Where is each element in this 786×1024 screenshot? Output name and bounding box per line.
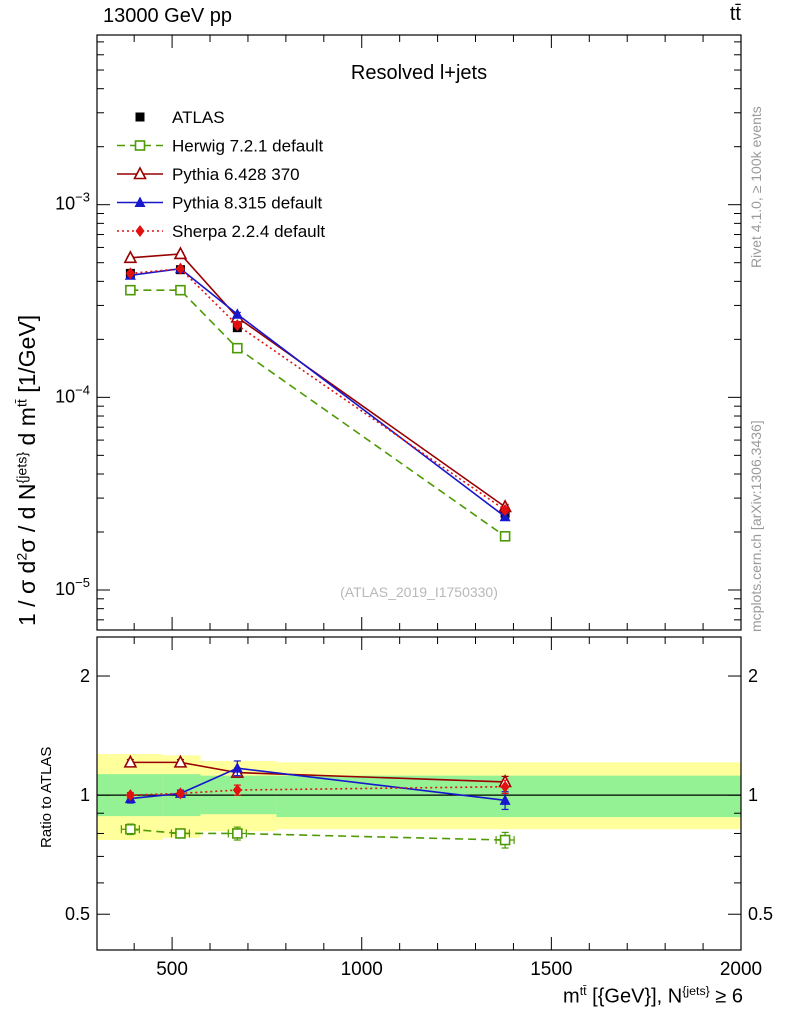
tick-label: 0.5 xyxy=(65,904,90,924)
tick-label: 2 xyxy=(80,666,90,686)
rivet-version-note: Rivet 4.1.0, ≥ 100k events xyxy=(748,106,764,268)
tick-label: 1 xyxy=(748,785,758,805)
legend-label-sherpa: Sherpa 2.2.4 default xyxy=(172,222,325,241)
mcplots-citation-note: mcplots.cern.ch [arXiv:1306.3436] xyxy=(748,420,764,632)
series-pythia8-main xyxy=(124,262,511,522)
y-axis-label-ratio: Ratio to ATLAS xyxy=(38,746,55,848)
legend-label-atlas: ATLAS xyxy=(172,108,225,127)
series-sherpa-ratio xyxy=(125,779,510,802)
legend-label-herwig: Herwig 7.2.1 default xyxy=(172,137,323,156)
series-herwig-ratio xyxy=(120,823,515,849)
tick-label: 1 xyxy=(80,785,90,805)
x-axis-label: mtt̄ [{GeV}], N{jets} ≥ 6 xyxy=(563,984,743,1009)
axis-ticks xyxy=(97,35,742,950)
series-atlas-main xyxy=(125,265,510,519)
legend-item-sherpa: Sherpa 2.2.4 default xyxy=(117,222,325,241)
tick-label: 1500 xyxy=(530,959,572,980)
label-segment: 1 / σ d xyxy=(14,560,40,626)
legend-label-pythia8: Pythia 8.315 default xyxy=(172,194,323,213)
tick-label: 1000 xyxy=(341,959,383,980)
tick-label: 2000 xyxy=(720,959,762,980)
main-frame xyxy=(96,34,742,631)
tick-labels: 500 1000 1500 2000 10−3 10−4 10−5 0.5 0.5 1 1 2 2 xyxy=(55,190,773,980)
tick-label: 500 xyxy=(156,959,188,980)
collision-energy-label: 13000 GeV pp xyxy=(103,5,232,27)
legend-item-atlas: ATLAS xyxy=(135,108,225,127)
series-sherpa-main xyxy=(125,262,510,517)
tick-label: 10−5 xyxy=(55,575,90,599)
label-segment-sup: tt̄ xyxy=(579,984,587,998)
label-segment-sup: {jets} xyxy=(14,451,31,484)
tick-label: 0.5 xyxy=(748,904,773,924)
legend: ATLAS Herwig 7.2.1 default Pythia 6.428 37… xyxy=(117,108,325,241)
tick-label: 2 xyxy=(748,666,758,686)
label-segment-sup: 2 xyxy=(14,552,31,561)
legend-item-pythia6: Pythia 6.428 370 xyxy=(117,165,300,184)
ratio-bands xyxy=(97,754,741,841)
analysis-id-watermark: (ATLAS_2019_I1750330) xyxy=(340,584,498,600)
legend-item-pythia8: Pythia 8.315 default xyxy=(117,194,323,213)
series-pythia6-main xyxy=(123,246,512,513)
plot-title: Resolved l+jets xyxy=(350,62,488,84)
label-segment: [{GeV}], N xyxy=(586,985,683,1008)
label-segment: d m xyxy=(14,407,40,452)
y-axis-label-main: 1 / σ d2σ / d N{jets} d mtt̄ [1/GeV] xyxy=(14,315,41,626)
label-segment-sup: {jets} xyxy=(682,984,710,998)
label-segment: σ / d N xyxy=(14,483,40,553)
label-segment: m xyxy=(563,985,580,1008)
ratio-frame xyxy=(96,636,742,951)
tick-label: 10−4 xyxy=(55,382,90,406)
legend-item-herwig: Herwig 7.2.1 default xyxy=(117,137,323,156)
label-segment: ≥ 6 xyxy=(709,985,743,1008)
tick-label: 10−3 xyxy=(55,190,90,214)
label-segment-sup: tt̄ xyxy=(14,399,31,408)
legend-label-pythia6: Pythia 6.428 370 xyxy=(172,165,300,184)
process-label: tt̄ xyxy=(729,3,741,25)
label-segment: [1/GeV] xyxy=(14,314,40,400)
series-herwig-main xyxy=(125,284,511,542)
